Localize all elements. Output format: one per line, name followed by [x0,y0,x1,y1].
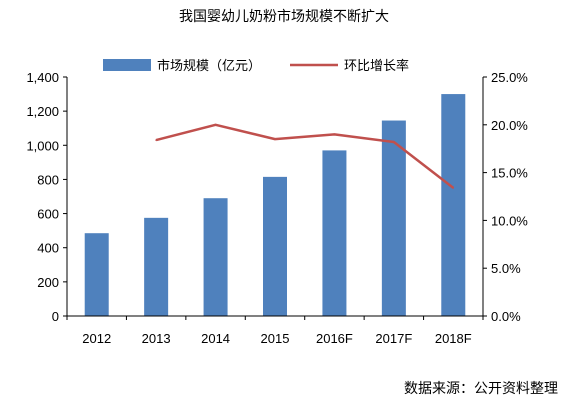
y-left-tick-label: 1,400 [26,70,59,85]
bar-2014 [203,198,228,316]
y-right-tick-label: 5.0% [491,261,521,276]
legend-label-bar: 市场规模（亿元） [157,58,261,74]
y-right-tick-label: 15.0% [491,166,528,181]
bar-series [84,94,466,317]
y-right-tick-label: 20.0% [491,118,528,133]
x-tick-label-2016F: 2016F [316,331,353,346]
x-tick-label-2015: 2015 [261,331,290,346]
y-left-tick-label: 1,000 [26,138,59,153]
chart-title: 我国婴幼儿奶粉市场规模不断扩大 [179,9,389,25]
growth-rate-line [155,123,455,189]
growth-point-2013 [155,139,157,141]
bar-2016F [322,150,347,316]
bar-2012 [84,233,109,316]
y-right-tick-label: 0.0% [491,309,521,324]
growth-point-2016F [333,133,336,136]
y-left-tick-label: 1,200 [26,104,59,119]
growth-point-2015 [274,138,276,140]
growth-point-2014 [214,124,217,126]
legend-label-line: 环比增长率 [344,58,409,74]
bar-2017F [381,120,406,317]
y-left-tick-label: 400 [37,241,59,256]
bar-2013 [144,217,169,316]
x-tick-label-2012: 2012 [82,331,111,346]
y-left-tick-label: 800 [37,172,59,187]
x-tick-label-2018F: 2018F [435,331,472,346]
y-left-tick-label: 0 [52,309,59,324]
y-right-tick-label: 10.0% [491,213,528,228]
axes: 0 200 400 600 800 1,000 1,200 1,400 0.0% 5.0% 10.0… [26,70,528,346]
source-note: 数据来源：公开资料整理 [404,381,558,397]
x-tick-label-2013: 2013 [142,331,171,346]
growth-point-2017F [393,141,395,143]
x-tick-label-2017F: 2017F [375,331,412,346]
y-left-tick-label: 600 [37,207,59,222]
bar-2015 [263,176,287,316]
growth-point-2018F [452,187,455,189]
bar-2018F [441,94,466,316]
legend-swatch-bar [103,59,151,71]
legend: 市场规模（亿元） 环比增长率 [103,58,409,74]
line-series [155,123,455,189]
y-right-tick-label: 25.0% [491,70,528,85]
y-left-tick-label: 200 [37,275,59,290]
x-tick-label-2014: 2014 [201,331,230,346]
